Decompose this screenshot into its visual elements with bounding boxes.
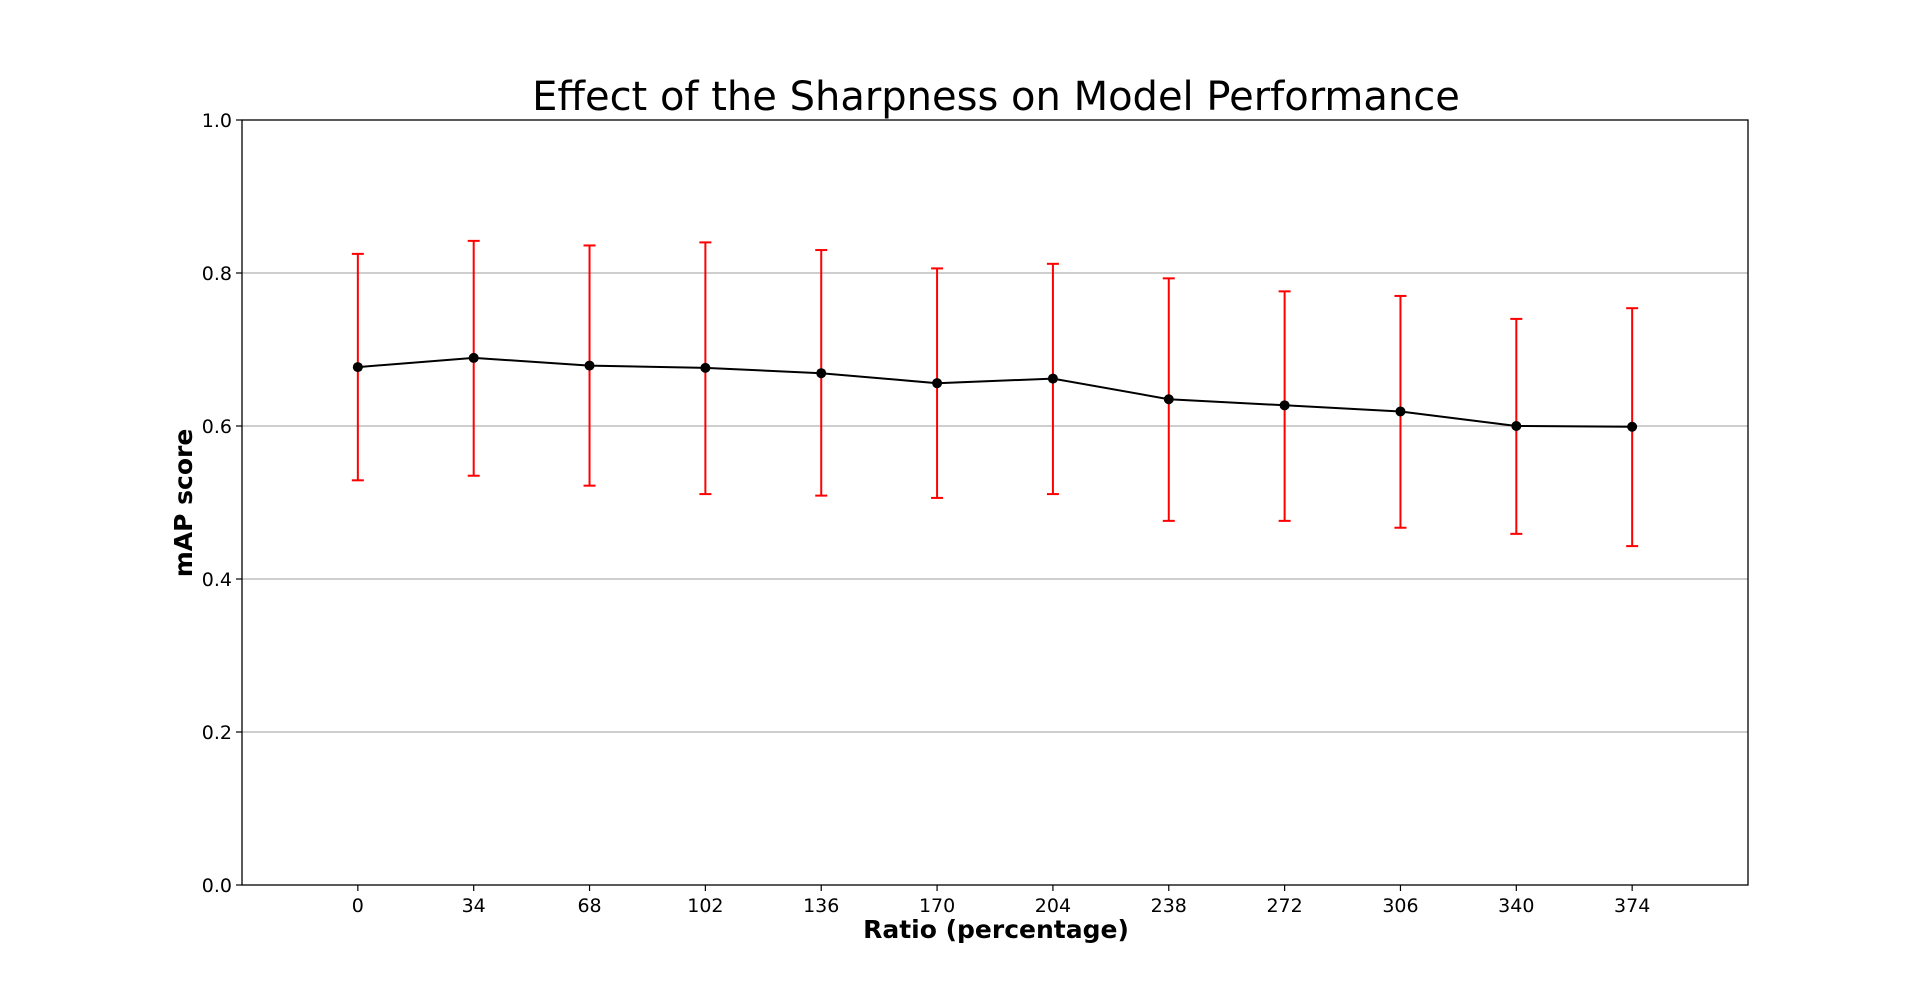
x-tick-label: 238 [1151,895,1187,917]
x-tick-label: 340 [1498,895,1534,917]
axis-ticks: 0.0 0.2 0.4 0.6 0.8 1.0 0 34 68 102 136 170 204 238 27… [202,110,1651,917]
data-point [1163,394,1174,405]
x-tick-label: 136 [803,895,839,917]
y-axis-label: mAP score [169,429,198,578]
chart-title: Effect of the Sharpness on Model Perform… [532,74,1460,120]
error-bars [351,239,1639,548]
x-tick-label: 102 [687,895,723,917]
y-tick-label: 0.2 [202,722,232,744]
data-point [468,352,479,363]
y-tick-label: 0.6 [202,416,232,438]
series-line [357,356,1633,428]
x-tick-label: 306 [1382,895,1418,917]
data-point [352,362,363,373]
x-tick-label: 374 [1614,895,1650,917]
y-tick-label: 0.8 [202,263,232,285]
series-line-layer [357,356,1633,428]
x-tick-label: 272 [1266,895,1302,917]
data-point [1395,406,1406,417]
x-tick-label: 0 [352,895,364,917]
x-tick-label: 68 [577,895,601,917]
data-point [584,360,595,371]
data-point [1279,400,1290,411]
markers [352,352,1638,432]
data-point [1047,373,1058,384]
x-axis-label: Ratio (percentage) [863,915,1129,944]
x-tick-label: 34 [462,895,486,917]
x-tick-label: 204 [1035,895,1071,917]
y-tick-label: 1.0 [202,110,232,132]
data-point [700,362,711,373]
y-tick-label: 0.4 [202,569,232,591]
data-point [816,368,827,379]
grid-layer [242,272,1748,733]
y-tick-label: 0.0 [202,875,232,897]
plot-frame [241,119,1749,886]
data-point [1627,421,1638,432]
x-tick-label: 170 [919,895,955,917]
data-point [932,378,943,389]
data-point [1511,421,1522,431]
